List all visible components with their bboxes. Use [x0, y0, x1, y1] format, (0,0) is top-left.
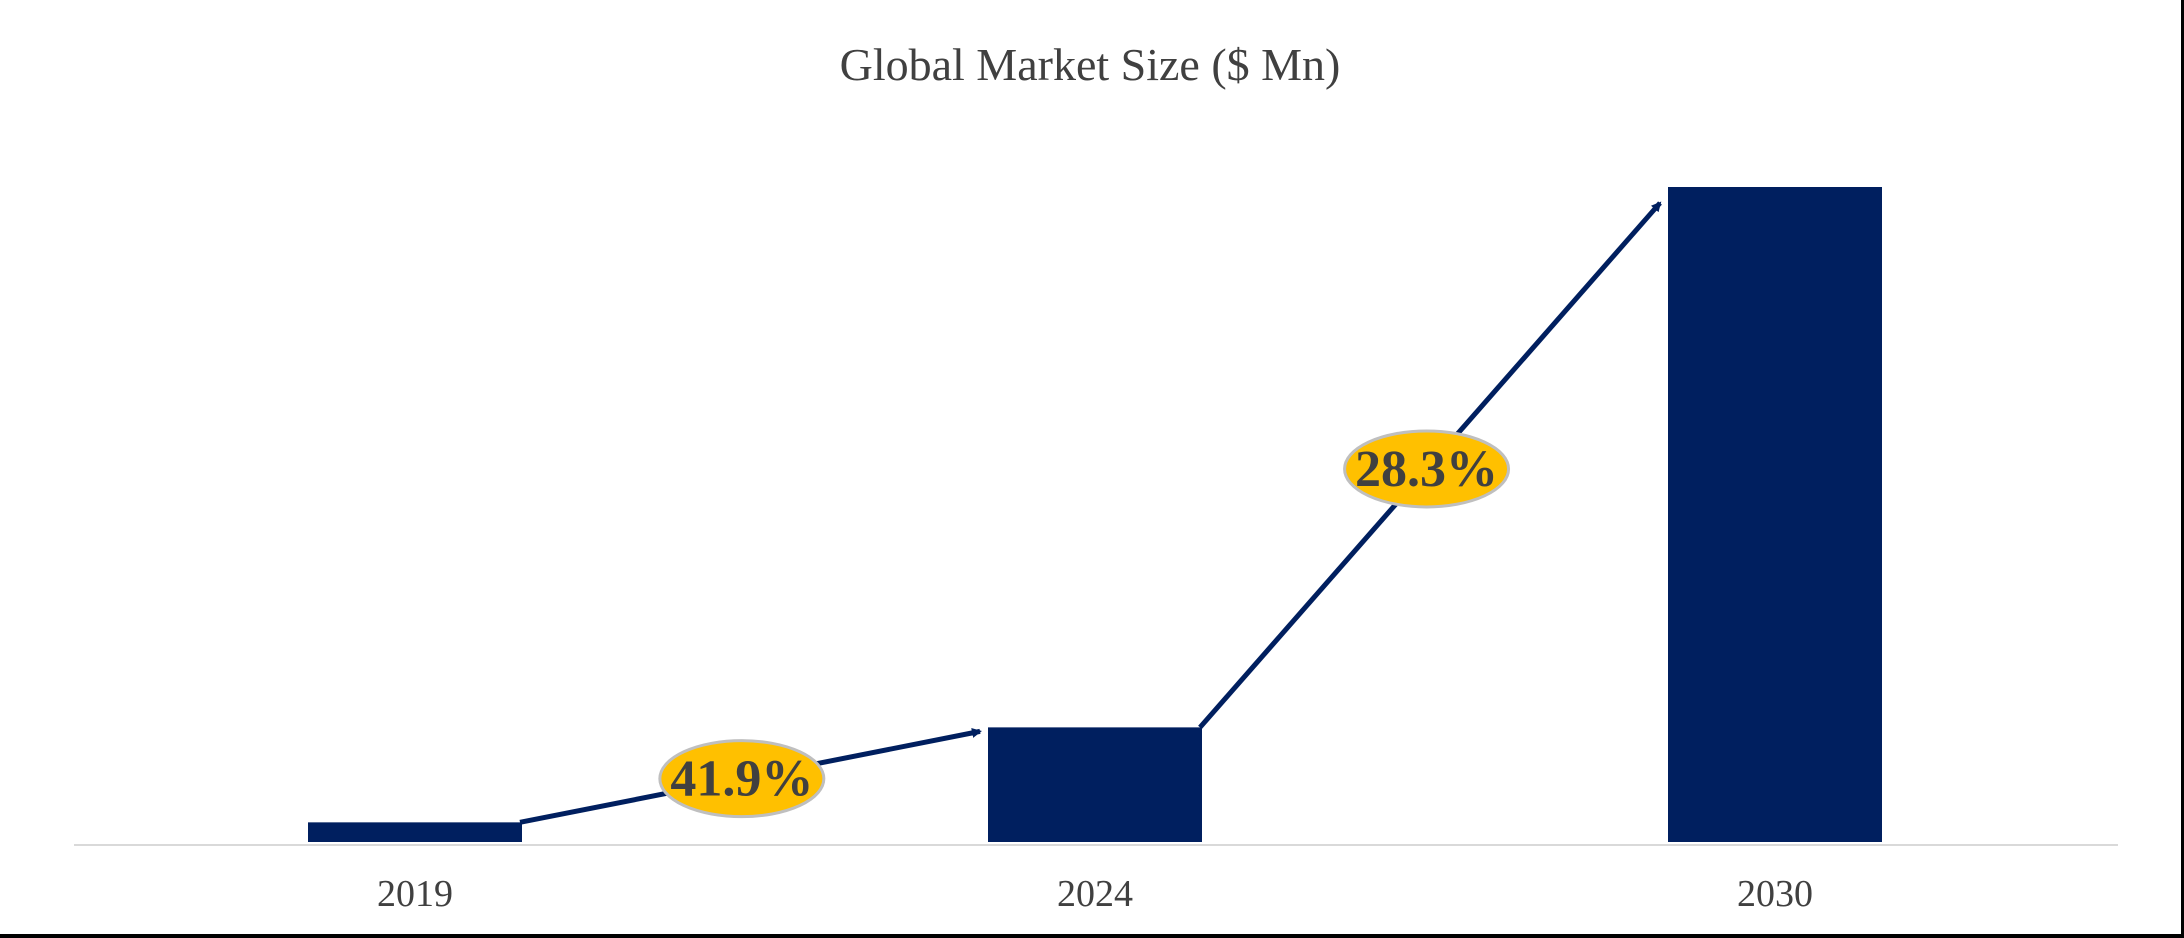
bar-2030: [1668, 187, 1882, 842]
cagr-badges-layer: 41.9% 28.3%: [658, 429, 1511, 819]
chart-title: Global Market Size ($ Mn): [840, 39, 1341, 90]
cagr-badge-2024-2030: [1343, 429, 1511, 509]
cagr-label-2024-2030: 28.3%: [1355, 441, 1498, 498]
x-tick-label-2019: 2019: [377, 873, 453, 915]
cagr-label-2019-2024: 41.9%: [670, 751, 813, 808]
bar-2024: [988, 727, 1202, 842]
x-tick-labels: 2019 2024 2030: [377, 873, 1813, 915]
cagr-badge-2019-2024: [658, 739, 826, 819]
x-tick-label-2030: 2030: [1737, 873, 1813, 915]
bars-layer: [308, 187, 1882, 842]
bar-2019: [308, 822, 522, 842]
x-tick-label-2024: 2024: [1057, 873, 1133, 915]
